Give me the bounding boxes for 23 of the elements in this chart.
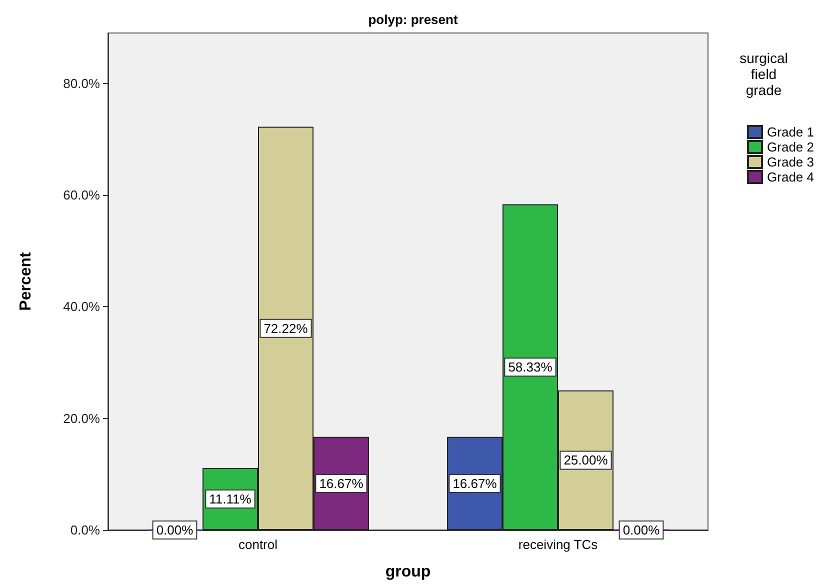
y-tick-label: 40.0%: [63, 299, 100, 314]
legend-label: Grade 1: [767, 124, 814, 140]
data-label: 16.67%: [319, 476, 364, 491]
legend-label: Grade 2: [767, 140, 814, 154]
x-tick-label: receiving TCs: [518, 537, 598, 552]
data-label: 72.22%: [264, 320, 308, 336]
y-tick-label: 60.0%: [63, 187, 100, 202]
x-axis-title: group: [385, 564, 431, 580]
data-label: 25.00%: [564, 452, 608, 468]
legend-title: surgical field grade: [740, 50, 788, 98]
y-tick-label: 20.0%: [63, 410, 100, 426]
data-label: 0.00%: [622, 522, 660, 538]
data-label: 58.33%: [508, 360, 553, 375]
legend-label: Grade 3: [767, 154, 814, 170]
data-label: 16.67%: [452, 476, 498, 491]
data-label: 0.00%: [156, 522, 194, 538]
chart-title: polyp: present: [368, 12, 458, 27]
legend-label: Grade 4: [767, 170, 814, 184]
y-tick-label: 80.0%: [63, 76, 100, 91]
x-tick-label: control: [238, 537, 278, 552]
y-tick-label: 0.0%: [70, 522, 100, 538]
data-label: 11.11%: [209, 491, 252, 506]
y-axis-title: Percent: [18, 251, 34, 311]
